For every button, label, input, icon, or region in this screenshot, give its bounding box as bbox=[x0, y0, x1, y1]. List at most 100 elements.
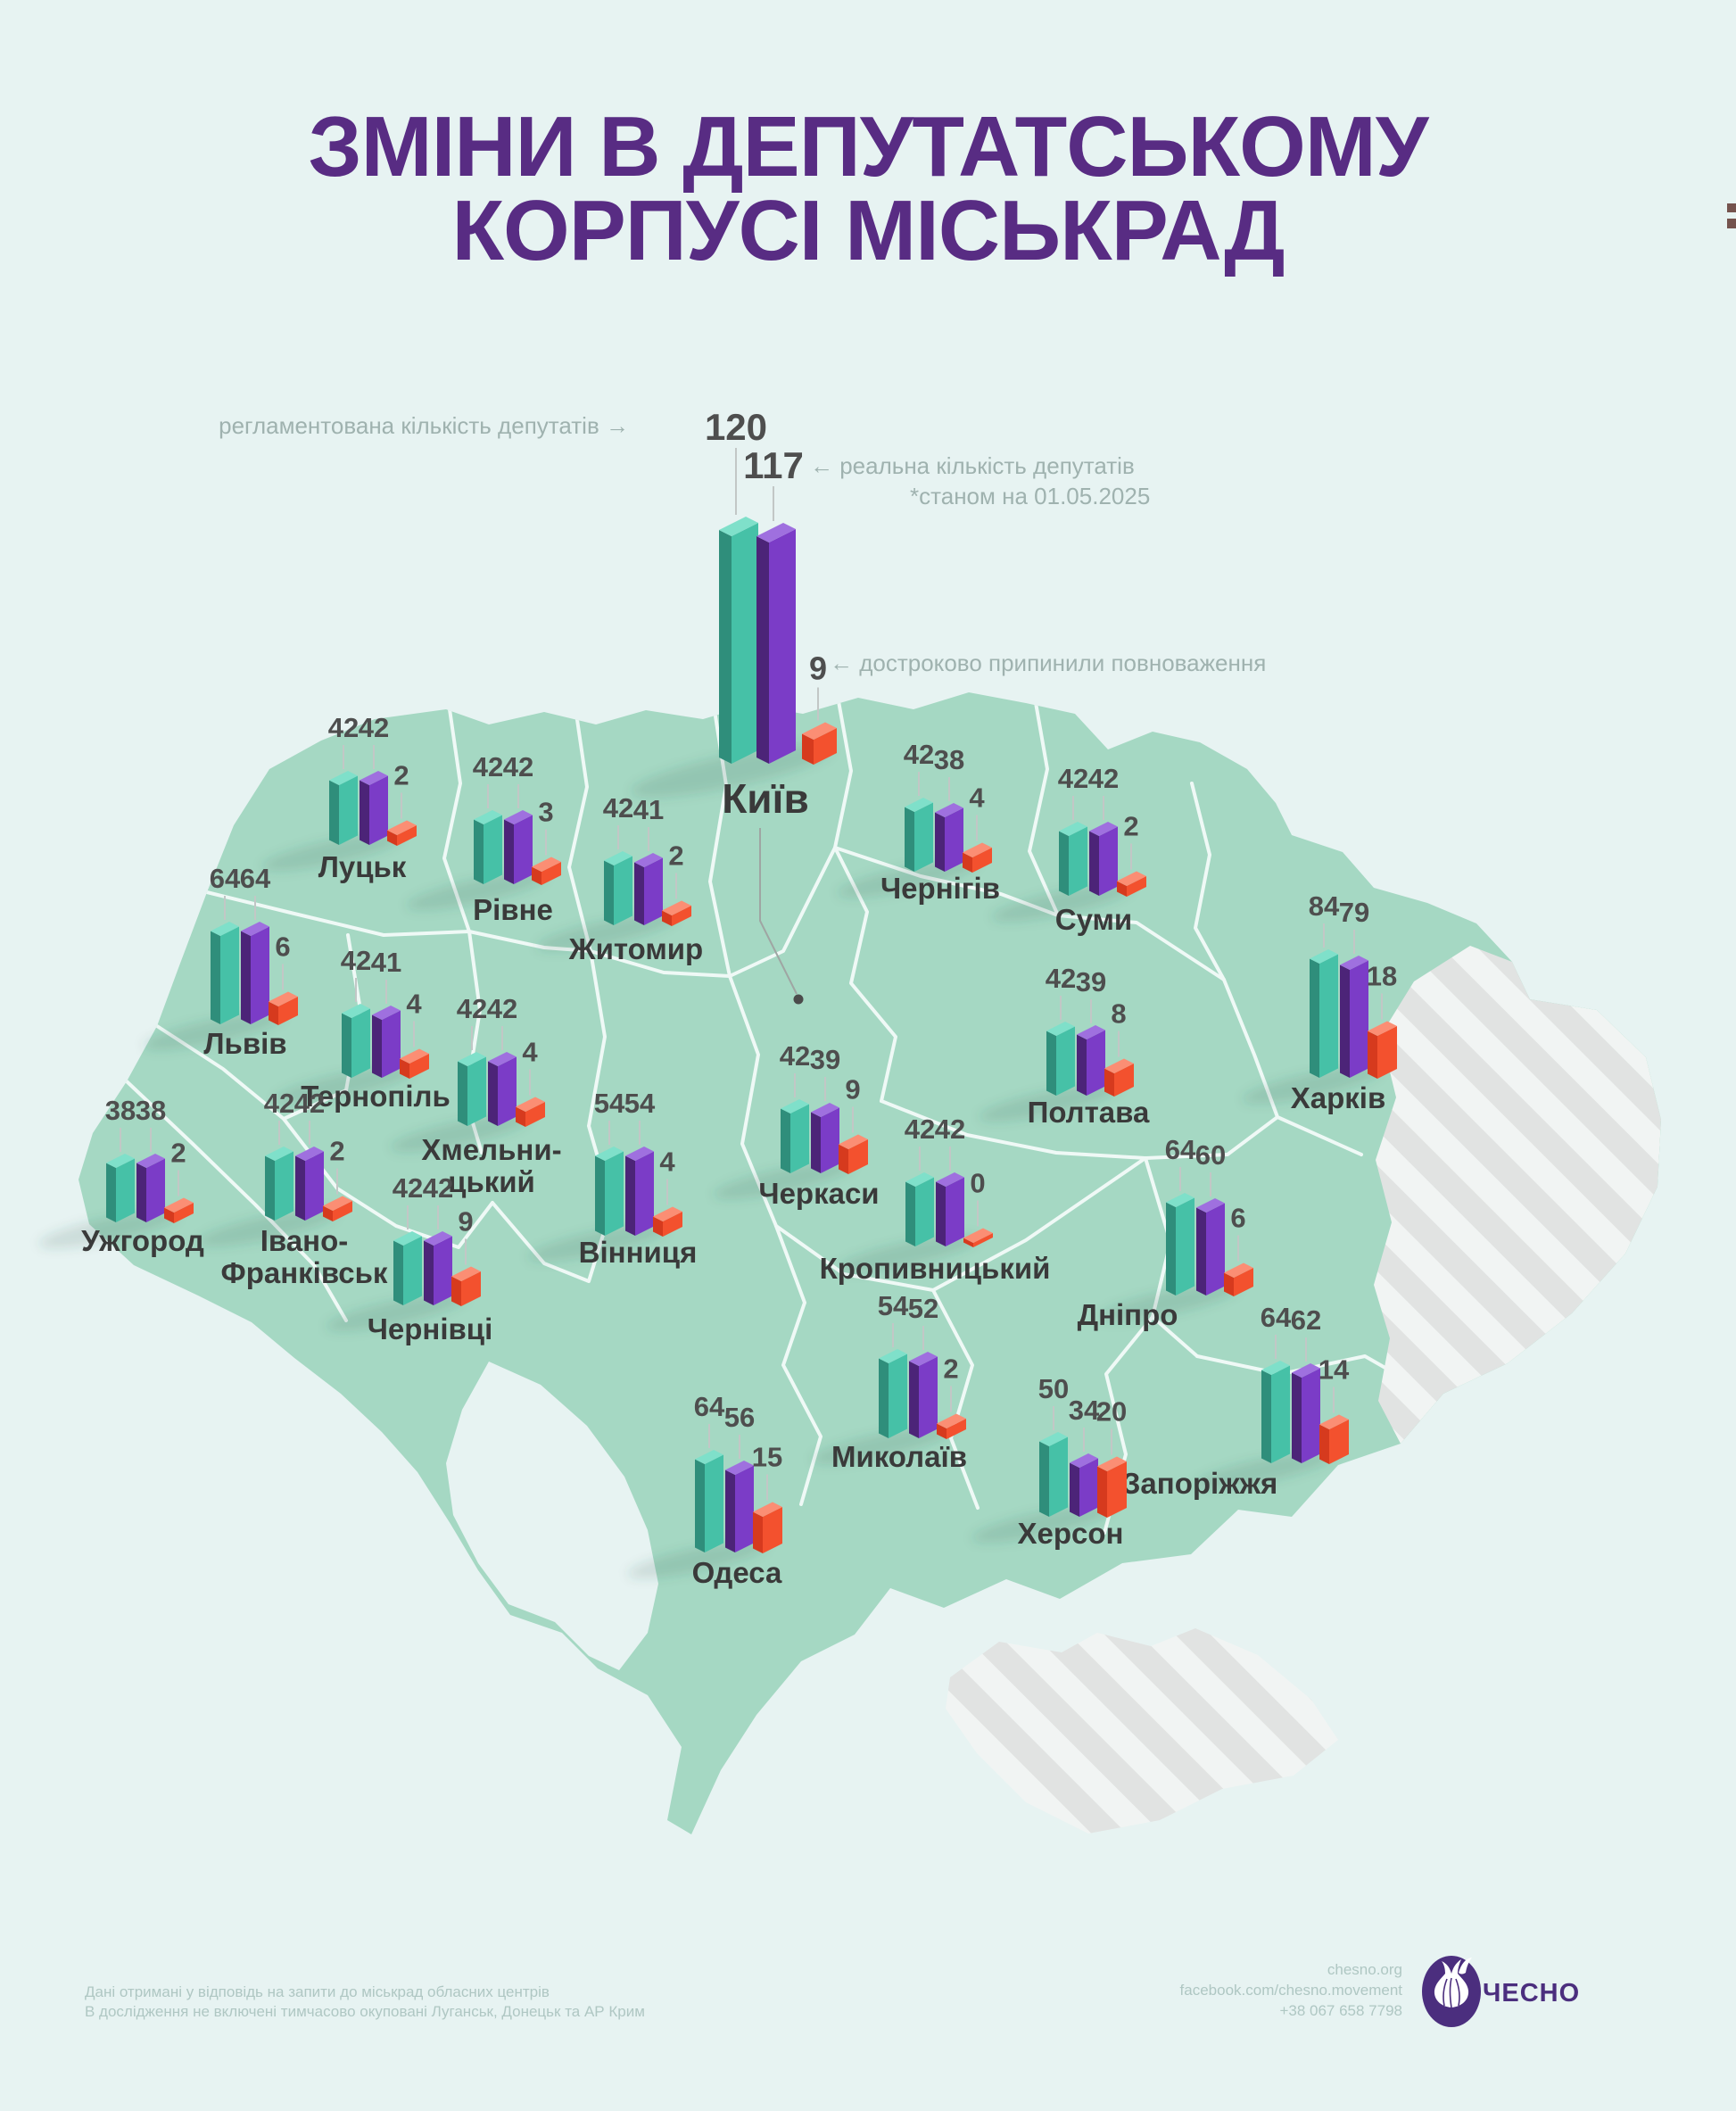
bar-left-face bbox=[1368, 1031, 1377, 1079]
garlic-icon bbox=[1422, 1956, 1481, 2027]
value-real: 38 bbox=[136, 1095, 166, 1126]
city-chart-Житомир: 42 412 Житомир bbox=[536, 792, 703, 965]
bar-front-face bbox=[116, 1158, 135, 1222]
value-regulated: 42 bbox=[264, 1088, 294, 1119]
bar-left-face bbox=[595, 1155, 605, 1236]
bar-top-face bbox=[1261, 1361, 1290, 1375]
value-regulated: 50 bbox=[1038, 1373, 1069, 1404]
bar-left-face bbox=[532, 866, 541, 885]
bar-front-face bbox=[339, 775, 358, 845]
bar-top-face bbox=[905, 1172, 934, 1187]
bar-left-face bbox=[1310, 958, 1319, 1078]
value-real: 117 bbox=[743, 444, 804, 486]
value-real: 41 bbox=[371, 947, 401, 978]
bar-left-face bbox=[963, 1238, 973, 1247]
bar-front-face bbox=[672, 906, 691, 926]
bar-front-face bbox=[919, 1356, 938, 1438]
value-terminated: 9 bbox=[458, 1206, 473, 1238]
footer-phone: +38 067 658 7798 bbox=[1279, 2002, 1402, 2019]
bar-top-face bbox=[1117, 871, 1146, 886]
bar-top-face bbox=[295, 1147, 324, 1161]
bar-left-face bbox=[164, 1207, 174, 1223]
value-regulated: 54 bbox=[878, 1290, 909, 1321]
bar-front-face bbox=[735, 1465, 754, 1552]
bar-left-face bbox=[781, 1108, 790, 1173]
bar-front-face bbox=[1099, 826, 1118, 896]
footer-facebook: facebook.com/chesno.movement bbox=[1179, 1982, 1402, 1999]
bar-front-face bbox=[1079, 1458, 1098, 1517]
bar-left-face bbox=[269, 1001, 278, 1025]
bar-left-face bbox=[295, 1155, 305, 1221]
bar-top-face bbox=[532, 857, 561, 872]
bar-top-face bbox=[400, 1048, 429, 1064]
bar-front-face bbox=[275, 1151, 293, 1221]
value-regulated: 64 bbox=[1165, 1134, 1196, 1165]
kyiv-city-dot bbox=[793, 994, 804, 1005]
bar-front-face bbox=[498, 1056, 517, 1126]
bar-left-face bbox=[1046, 1031, 1056, 1096]
bar-top-face bbox=[372, 1006, 401, 1020]
value-real: 79 bbox=[1339, 897, 1369, 928]
bar-top-face bbox=[937, 1413, 966, 1428]
footer-note-line1: Дані отримані у відповідь на запити до м… bbox=[85, 1983, 550, 2000]
bar-left-face bbox=[879, 1358, 889, 1438]
value-real: 42 bbox=[487, 993, 517, 1024]
bar-left-face bbox=[634, 862, 644, 925]
value-terminated: 9 bbox=[809, 650, 827, 687]
bar-left-face bbox=[905, 1181, 915, 1246]
bar-top-face bbox=[488, 1052, 517, 1066]
value-regulated: 38 bbox=[105, 1095, 136, 1126]
bar-left-face bbox=[474, 819, 484, 884]
bar-left-face bbox=[1261, 1370, 1271, 1463]
bar-top-face bbox=[634, 853, 663, 867]
value-regulated: 42 bbox=[780, 1040, 810, 1072]
bar-front-face bbox=[1087, 1030, 1105, 1096]
page-title-line2: КОРПУСІ МІСЬКРАД bbox=[451, 183, 1285, 278]
bar-left-face bbox=[211, 931, 220, 1024]
bar-top-face bbox=[1166, 1193, 1195, 1207]
bar-left-face bbox=[905, 807, 914, 872]
bar-left-face bbox=[372, 1014, 382, 1078]
bar-left-face bbox=[756, 536, 769, 764]
bar-front-face bbox=[972, 848, 992, 873]
bar-front-face bbox=[369, 775, 388, 845]
bar-top-face bbox=[1070, 1453, 1098, 1468]
bar-front-face bbox=[1319, 954, 1338, 1078]
bar-top-face bbox=[474, 810, 502, 824]
bar-top-face bbox=[106, 1154, 135, 1168]
bar-top-face bbox=[1097, 1456, 1127, 1471]
bar-top-face bbox=[719, 517, 758, 536]
bar-front-face bbox=[814, 728, 837, 765]
bar-top-face bbox=[725, 1461, 754, 1475]
bar-left-face bbox=[1070, 1462, 1079, 1517]
city-label: Миколаїв bbox=[831, 1440, 967, 1473]
city-label: Херсон bbox=[1018, 1517, 1124, 1550]
bar-front-face bbox=[914, 802, 933, 872]
bar-top-face bbox=[241, 922, 269, 936]
bar-front-face bbox=[409, 1054, 429, 1079]
value-real: 42 bbox=[423, 1172, 453, 1204]
value-regulated: 84 bbox=[1309, 890, 1340, 922]
bar-top-face bbox=[1319, 1414, 1349, 1429]
bar-top-face bbox=[1340, 956, 1368, 970]
bar-left-face bbox=[136, 1163, 146, 1222]
value-terminated: 2 bbox=[329, 1136, 344, 1167]
value-terminated: 4 bbox=[659, 1147, 675, 1178]
bar-left-face bbox=[488, 1061, 498, 1126]
bar-front-face bbox=[1302, 1368, 1320, 1463]
city-label: Кропивницький bbox=[820, 1252, 1051, 1285]
bar-left-face bbox=[1059, 831, 1069, 896]
bar-left-face bbox=[653, 1216, 663, 1237]
bar-left-face bbox=[451, 1276, 461, 1306]
city-label: Луцьк bbox=[318, 850, 407, 883]
bar-top-face bbox=[625, 1147, 654, 1161]
city-label: Чернівці bbox=[368, 1312, 493, 1345]
bar-top-face bbox=[516, 1097, 545, 1112]
bar-left-face bbox=[1039, 1441, 1049, 1517]
bar-left-face bbox=[241, 931, 251, 1024]
